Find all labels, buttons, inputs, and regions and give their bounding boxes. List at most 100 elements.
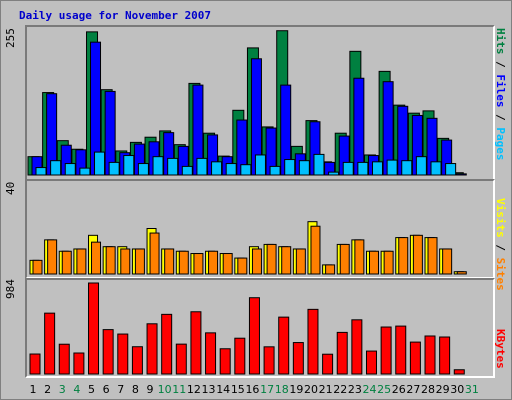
sites-bar-day-14	[222, 253, 233, 275]
pages-bar-day-18	[284, 159, 296, 176]
pages-bar-day-25	[386, 159, 398, 176]
x-tick-label-1: 1	[29, 383, 37, 396]
pages-bar-day-10	[167, 157, 179, 176]
kbytes-bar-day-23	[351, 319, 363, 375]
kbytes-bar-day-4	[73, 352, 85, 375]
sites-bar-day-18	[281, 246, 292, 275]
kbytes-bar-day-28	[424, 335, 436, 375]
pages-bar-day-29	[445, 163, 457, 176]
pages-bar-day-28	[430, 161, 442, 176]
kbytes-bar-day-8	[131, 346, 143, 375]
pages-bar-day-23	[357, 161, 369, 176]
x-tick-label-24: 24	[362, 383, 377, 396]
sites-bar-day-8	[134, 248, 145, 275]
kbytes-bar-day-13	[205, 332, 217, 375]
sites-bar-day-30	[456, 271, 467, 275]
pages-bar-day-9	[152, 156, 164, 176]
sites-bar-day-27	[412, 234, 423, 275]
x-tick-label-16: 16	[245, 383, 260, 396]
sites-bar-day-5	[91, 241, 102, 275]
pages-bar-day-4	[79, 167, 91, 176]
sites-bar-day-7	[120, 248, 131, 275]
files-bar-day-30	[455, 173, 467, 176]
pages-bar-day-2	[50, 160, 62, 176]
x-tick-label-28: 28	[421, 383, 435, 396]
x-tick-label-12: 12	[186, 383, 201, 396]
x-tick-label-20: 20	[303, 383, 318, 396]
sites-bar-day-19	[295, 248, 306, 275]
pages-bar-day-20	[313, 153, 325, 176]
x-tick-label-21: 21	[318, 383, 333, 396]
sites-bar-day-24	[368, 250, 379, 275]
x-tick-label-6: 6	[102, 383, 110, 396]
sites-bar-day-21	[325, 264, 336, 275]
x-tick-label-29: 29	[435, 383, 450, 396]
x-tick-label-14: 14	[216, 383, 231, 396]
x-tick-label-4: 4	[73, 383, 81, 396]
x-tick-label-7: 7	[117, 383, 125, 396]
pages-bar-day-21	[328, 171, 340, 176]
pages-bar-day-17	[269, 165, 281, 176]
kbytes-bar-day-10	[161, 313, 173, 375]
x-tick-label-9: 9	[146, 383, 154, 396]
sites-bar-day-13	[208, 250, 219, 275]
kbytes-bar-day-20	[307, 308, 319, 375]
sites-bar-day-10	[164, 248, 175, 275]
kbytes-bar-day-12	[190, 311, 202, 375]
sites-bar-day-2	[47, 239, 58, 275]
sites-bar-day-12	[193, 253, 204, 275]
sites-bar-day-23	[354, 239, 365, 275]
pages-bar-day-5	[94, 151, 106, 176]
x-tick-label-11: 11	[172, 383, 187, 396]
kbytes-bar-day-29	[439, 336, 451, 375]
pages-bar-day-19	[298, 160, 310, 176]
kbytes-bar-day-26	[395, 325, 407, 375]
pages-bar-day-1	[35, 167, 47, 176]
files-bar-day-23	[353, 77, 365, 176]
kbytes-bar-day-22	[336, 331, 348, 375]
kbytes-bar-day-16	[248, 297, 260, 375]
sites-bar-day-9	[149, 232, 160, 275]
pages-bar-day-12	[196, 157, 208, 176]
sites-bar-day-26	[398, 237, 409, 275]
kbytes-bar-day-11	[175, 343, 187, 375]
kbytes-bar-day-14	[219, 348, 231, 375]
pages-bar-day-15	[240, 164, 252, 176]
x-tick-label-22: 22	[333, 383, 348, 396]
x-tick-label-13: 13	[201, 383, 216, 396]
chart-title: Daily usage for November 2007	[19, 9, 212, 22]
kbytes-bar-day-9	[146, 323, 158, 375]
kbytes-bar-day-24	[365, 350, 377, 375]
x-tick-label-8: 8	[131, 383, 139, 396]
pages-bar-day-6	[108, 161, 120, 176]
x-tick-label-25: 25	[377, 383, 392, 396]
pages-bar-day-27	[415, 156, 427, 176]
x-tick-label-26: 26	[391, 383, 406, 396]
pages-bar-day-13	[211, 161, 223, 176]
pages-bar-day-26	[401, 160, 413, 176]
sites-bar-day-16	[251, 248, 262, 275]
x-tick-label-30: 30	[450, 383, 465, 396]
pages-bar-day-16	[254, 154, 266, 176]
x-tick-label-31: 31	[464, 383, 479, 396]
pages-bar-day-3	[64, 163, 76, 176]
sites-bar-day-11	[178, 250, 189, 275]
kbytes-bar-day-2	[44, 312, 56, 375]
x-tick-label-5: 5	[88, 383, 96, 396]
sites-bar-day-6	[105, 246, 116, 275]
x-tick-label-27: 27	[406, 383, 421, 396]
x-tick-label-17: 17	[260, 383, 275, 396]
sites-bar-day-28	[427, 237, 438, 275]
sites-bar-day-4	[76, 248, 87, 275]
sites-bar-day-3	[61, 250, 72, 275]
kbytes-bar-day-27	[409, 341, 421, 375]
sites-bar-day-25	[383, 250, 394, 275]
x-tick-label-2: 2	[44, 383, 52, 396]
kbytes-bar-day-15	[234, 337, 246, 375]
x-tick-label-18: 18	[274, 383, 289, 396]
kbytes-bar-day-6	[102, 329, 114, 375]
sites-bar-day-20	[310, 225, 321, 275]
sites-bar-day-29	[442, 248, 453, 275]
x-tick-label-19: 19	[289, 383, 304, 396]
